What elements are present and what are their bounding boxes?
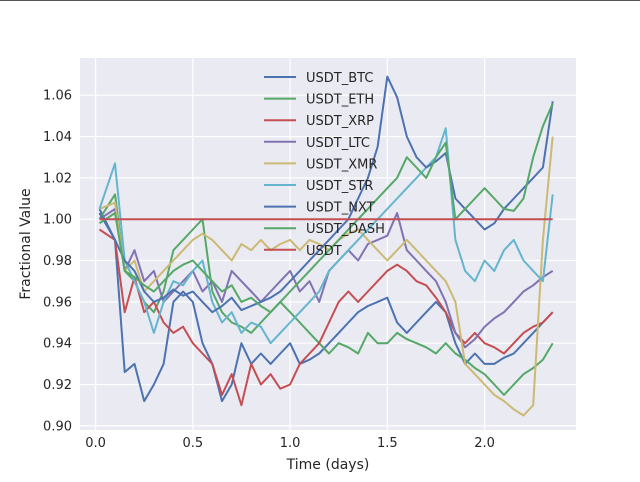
window-top-border [0,0,640,1]
legend-label: USDT_LTC [306,136,370,151]
x-tick-labels: 0.0 0.5 1.0 1.5 2.0 [85,436,495,451]
y-tick-label: 0.92 [43,378,72,393]
y-tick-label: 0.94 [43,337,72,352]
x-tick-label: 1.0 [280,436,301,451]
legend-label: USDT [306,244,342,259]
y-tick-label: 1.06 [43,89,72,104]
legend-label: USDT_STR [306,179,373,194]
series-line-usdt-eth [98,193,554,396]
y-tick-label: 1.02 [43,171,72,186]
legend-label: USDT_ETH [306,93,374,108]
x-tick-label: 1.5 [377,436,398,451]
y-tick-label: 0.90 [43,419,72,434]
legend-label: USDT_DASH [306,222,385,237]
y-tick-label: 1.00 [43,213,72,228]
series-group [98,75,554,417]
legend-label: USDT_XRP [306,114,374,129]
y-tick-label: 0.98 [43,254,72,269]
legend-label: USDT_XMR [306,157,377,172]
y-axis-label: Fractional Value [18,188,34,299]
x-tick-label: 2.0 [474,436,495,451]
y-tick-label: 0.96 [43,295,72,310]
series-line-usdt-nxt [98,75,554,314]
legend-label: USDT_NXT [306,201,375,216]
x-tick-label: 0.0 [85,436,106,451]
x-tick-label: 0.5 [182,436,203,451]
x-axis-label: Time (days) [286,457,370,473]
series-line-usdt-dash [98,103,554,314]
series-line-usdt-str [98,127,554,345]
y-tick-label: 1.04 [43,130,72,145]
legend-label: USDT_BTC [306,71,373,86]
legend: USDT_BTC USDT_ETH USDT_XRP USDT_LTC USDT_XMR… [264,71,385,259]
series-line-usdt-btc [98,208,554,403]
y-tick-labels: 0.90 0.92 0.94 0.96 0.98 1.00 1.02 1.04 1.06 [43,89,72,435]
